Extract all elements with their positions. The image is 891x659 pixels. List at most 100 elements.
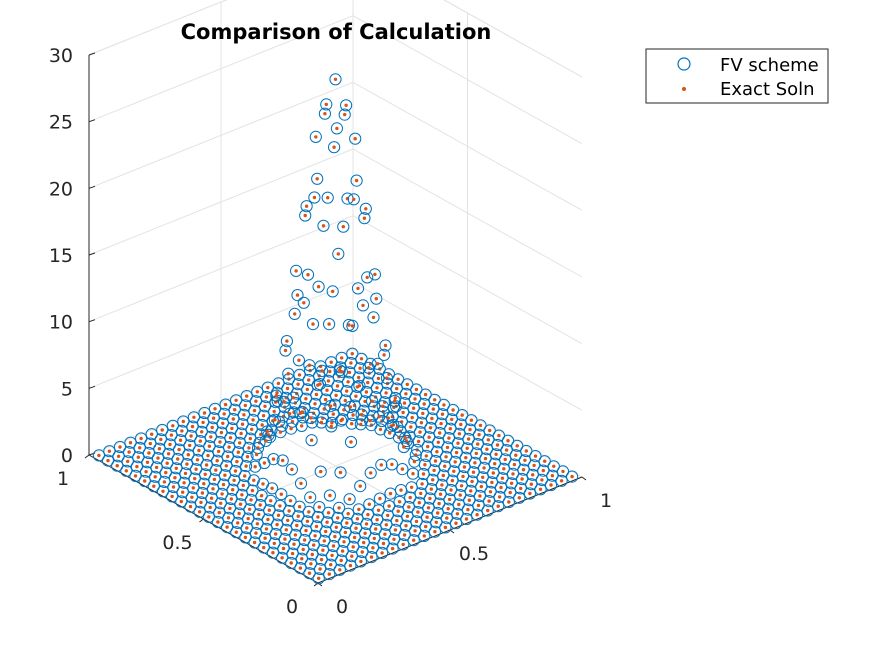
exact-soln-point [457,432,462,436]
fv-scheme-point [449,517,463,530]
exact-soln-point [401,542,405,547]
fv-scheme-point [313,501,326,514]
fv-scheme-point [299,392,312,405]
fv-scheme-point [479,452,492,465]
exact-soln-point [276,381,281,386]
exact-soln-point [136,455,140,459]
fv-scheme-point [266,546,279,559]
exact-soln-point [235,459,239,464]
exact-soln-point [176,457,180,461]
exact-soln-point [438,492,443,496]
legend-marker-exact-soln [682,87,686,91]
exact-soln-point [321,224,326,228]
exact-soln-point [428,496,432,501]
exact-soln-point [367,502,371,506]
exact-soln-point [479,484,483,489]
fv-scheme-point [292,510,305,523]
exact-soln-point [193,476,197,481]
exact-soln-point [312,195,317,200]
fv-scheme-point [488,457,501,470]
exact-soln-point [411,472,415,476]
fv-scheme-point [331,511,344,525]
exact-soln-point [195,458,200,462]
fv-scheme-point [142,446,155,460]
fv-scheme-point [208,473,221,486]
fv-scheme-point [318,107,331,120]
exact-soln-point [320,369,324,373]
fv-scheme-point [188,472,201,485]
fv-scheme-point [352,371,365,384]
exact-soln-point [368,418,372,423]
fv-scheme-point [404,420,417,434]
fv-scheme-point [243,503,256,516]
exact-soln-point [97,453,101,458]
exact-soln-point [413,397,417,401]
exact-soln-point [138,446,142,450]
fv-scheme-point [301,383,314,396]
fv-scheme-point [516,472,529,486]
exact-soln-point [290,467,294,472]
exact-soln-point [147,451,151,455]
exact-soln-point [428,426,433,430]
exact-soln-point [511,472,515,476]
exact-soln-point [178,438,183,442]
exact-soln-point [423,392,428,397]
fv-scheme-point [333,501,346,514]
fv-scheme-point [424,421,437,434]
exact-soln-point [392,537,396,541]
exact-soln-point [447,436,451,440]
fv-scheme-point [399,387,412,400]
fv-scheme-point [508,458,521,471]
fv-scheme-point [308,397,322,410]
fv-scheme-point [221,450,234,463]
fv-scheme-point [525,478,538,491]
fv-scheme-point [411,505,424,519]
fv-scheme-point [287,538,301,551]
exact-soln-point [422,402,426,406]
exact-soln-point [452,469,456,473]
fv-scheme-point [546,469,559,482]
fv-scheme-point [485,476,498,489]
exact-soln-point [265,429,269,434]
fv-scheme-point [335,414,348,427]
exact-soln-point [345,521,349,525]
exact-soln-point [459,422,463,427]
fv-scheme-point [290,387,303,400]
exact-soln-point [348,563,353,568]
exact-soln-point [437,501,441,506]
fv-scheme-point [468,456,481,469]
fv-scheme-point [433,426,446,440]
fv-scheme-point [449,455,462,468]
exact-soln-point [499,485,503,490]
exact-soln-point [148,441,152,446]
fv-scheme-point [308,191,321,204]
fv-scheme-point [340,99,353,112]
fv-scheme-point [368,400,381,413]
exact-soln-point [402,533,407,537]
fv-scheme-point [379,339,392,352]
fv-scheme-point [410,515,423,528]
fv-scheme-point [451,507,464,520]
exact-soln-point [362,216,367,220]
exact-soln-point [296,382,300,386]
y-tick-mark [199,518,204,523]
exact-soln-point [373,272,377,277]
fv-scheme-point [355,408,368,421]
fv-scheme-point [323,318,336,331]
exact-soln-point [341,225,345,229]
exact-soln-point [485,447,489,451]
fv-scheme-point [221,521,234,534]
fv-scheme-point [163,438,177,451]
fv-scheme-point [222,511,235,524]
x-tick-label: 0.5 [459,543,489,565]
fv-scheme-point [201,449,215,462]
fv-scheme-point [311,379,324,392]
exact-soln-point [343,530,348,535]
fv-scheme-point [388,394,401,408]
fv-scheme-point [281,382,294,395]
fv-scheme-point [387,418,400,432]
exact-soln-point [183,471,188,476]
exact-soln-point [478,423,483,428]
fv-scheme-point [237,479,250,492]
exact-soln-point [402,445,406,449]
